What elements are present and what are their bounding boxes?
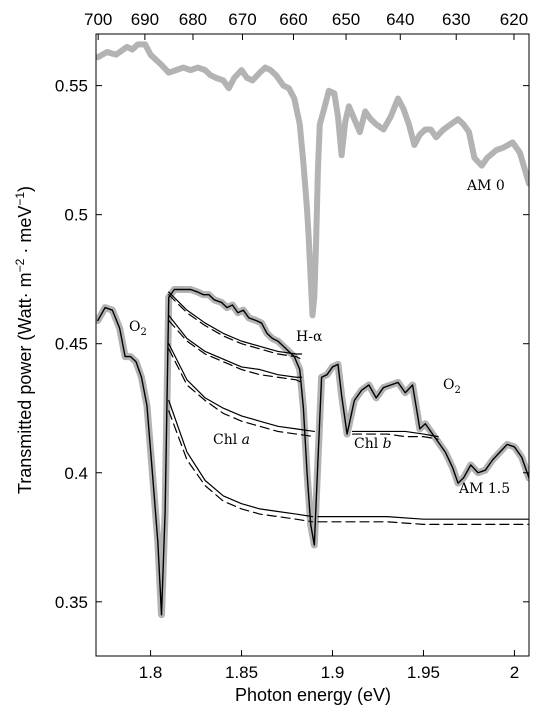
plot-area bbox=[96, 41, 529, 619]
x-axis: 1.8 1.85 1.9 1.95 2 bbox=[139, 650, 519, 682]
y-axis: 0.35 0.4 0.45 0.5 0.55 bbox=[55, 77, 529, 612]
top-tick-label: 650 bbox=[332, 10, 360, 29]
o2-left-base: O bbox=[129, 319, 140, 335]
y-label-sup1: −2 bbox=[13, 258, 27, 272]
series-line-12 bbox=[351, 433, 439, 440]
annotations: AM 0 AM 1.5 H-α O2 O2 Chl a Chl b bbox=[129, 178, 510, 497]
top-wavelength-axis: 700 690 680 670 660 650 640 630 620 bbox=[84, 10, 528, 40]
annotation-chl-a: Chl a bbox=[213, 432, 250, 448]
series-line-2-overlay bbox=[97, 288, 529, 616]
x-tick-label: 2 bbox=[510, 663, 519, 682]
top-tick-label: 620 bbox=[500, 10, 528, 29]
series-line-10 bbox=[168, 410, 314, 523]
top-tick-label: 640 bbox=[386, 10, 414, 29]
plot-frame bbox=[95, 33, 530, 657]
annotation-h-alpha: H-α bbox=[296, 329, 323, 345]
y-label-sup2: −1 bbox=[13, 192, 27, 206]
top-tick-label: 630 bbox=[442, 10, 470, 29]
top-tick-label: 680 bbox=[179, 10, 207, 29]
top-tick-label: 660 bbox=[279, 10, 307, 29]
top-tick-label: 690 bbox=[131, 10, 159, 29]
series-line-13 bbox=[317, 516, 529, 520]
chl-b-prefix: Chl bbox=[354, 436, 383, 452]
series-line-4 bbox=[168, 294, 303, 360]
annotation-chl-b: Chl b bbox=[354, 436, 392, 452]
chl-b-italic: b bbox=[383, 436, 392, 452]
annotation-o2-right: O2 bbox=[443, 377, 461, 396]
chl-a-prefix: Chl bbox=[213, 432, 242, 448]
y-label-main: Transmitted power (Watt· m bbox=[15, 272, 35, 494]
y-label-end: ) bbox=[15, 186, 35, 192]
series-line-9 bbox=[168, 399, 314, 518]
x-axis-label: Photon energy (eV) bbox=[235, 685, 391, 705]
series-line-8 bbox=[168, 348, 315, 438]
x-tick-label: 1.8 bbox=[139, 663, 163, 682]
top-tick-label: 670 bbox=[228, 10, 256, 29]
series-line-6 bbox=[168, 319, 303, 384]
o2-right-base: O bbox=[443, 377, 454, 393]
series-line-7 bbox=[168, 343, 315, 433]
x-tick-label: 1.85 bbox=[225, 663, 258, 682]
series-line-5 bbox=[168, 314, 303, 378]
y-tick-label: 0.55 bbox=[55, 77, 88, 96]
y-tick-label: 0.45 bbox=[55, 335, 88, 354]
o2-left-subscript: 2 bbox=[140, 327, 146, 338]
x-tick-label: 1.9 bbox=[321, 663, 345, 682]
y-label-mid: · meV bbox=[15, 206, 35, 259]
annotation-am0: AM 0 bbox=[466, 178, 505, 194]
top-tick-label: 700 bbox=[84, 10, 112, 29]
x-tick-label: 1.95 bbox=[407, 663, 440, 682]
o2-right-subscript: 2 bbox=[454, 385, 460, 396]
series-line-14 bbox=[317, 521, 529, 525]
y-tick-label: 0.35 bbox=[55, 593, 88, 612]
y-tick-label: 0.5 bbox=[64, 206, 88, 225]
y-axis-label: Transmitted power (Watt· m−2 · meV−1) bbox=[13, 186, 35, 494]
series-line-11 bbox=[351, 430, 439, 438]
annotation-o2-left: O2 bbox=[129, 319, 147, 338]
annotation-am15: AM 1.5 bbox=[458, 481, 510, 497]
chl-a-italic: a bbox=[242, 432, 250, 448]
series-line-1 bbox=[96, 41, 529, 319]
y-tick-label: 0.4 bbox=[64, 464, 88, 483]
series-line-3 bbox=[168, 291, 303, 355]
